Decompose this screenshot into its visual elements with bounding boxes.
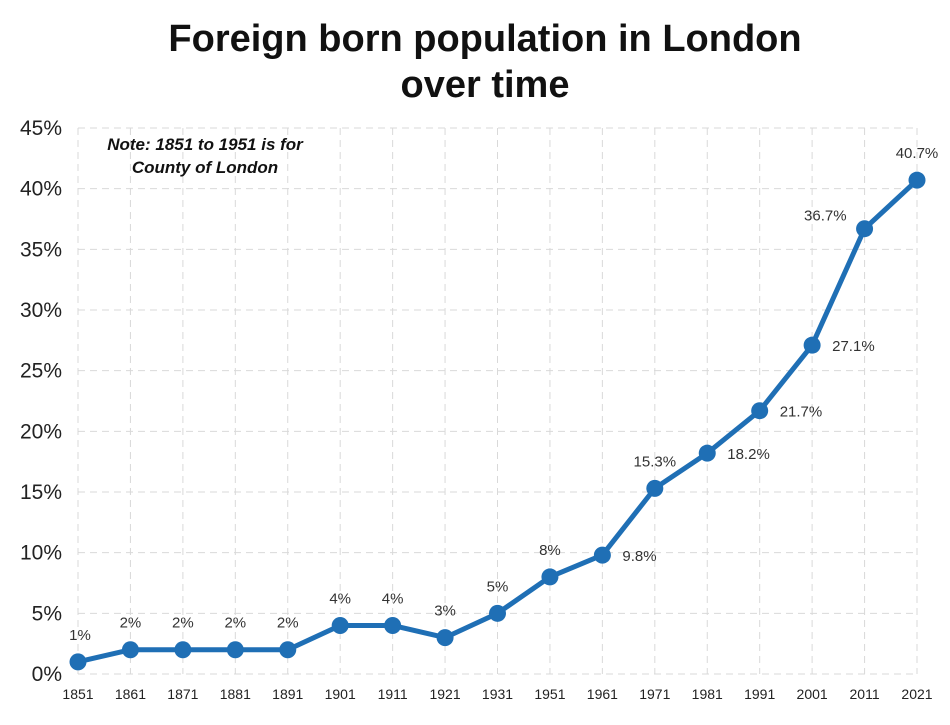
x-tick-label: 1961	[587, 686, 618, 702]
data-point	[593, 546, 611, 564]
y-tick-label: 25%	[20, 360, 62, 383]
x-tick-label: 1871	[167, 686, 198, 702]
data-point	[803, 336, 821, 354]
y-tick-label: 45%	[20, 117, 62, 140]
x-tick-label: 1851	[62, 686, 93, 702]
data-point	[69, 653, 87, 671]
data-labels: 1% 2% 2% 2% 2% 4% 4% 3% 5% 8% 9.8% 15.3% 18.2% 21.7% 2…	[69, 145, 938, 644]
y-tick-label: 30%	[20, 299, 62, 322]
x-axis-ticks: 1851 1861 1871 1881 1891 1901 1911 1921 1931 1951…	[62, 686, 932, 702]
data-label: 8%	[539, 542, 561, 559]
y-tick-label: 15%	[20, 481, 62, 504]
data-point	[226, 641, 244, 659]
data-point	[121, 641, 139, 659]
data-label: 18.2%	[727, 446, 770, 463]
y-tick-label: 5%	[32, 602, 62, 625]
data-label: 2%	[120, 615, 142, 632]
data-point	[436, 629, 454, 647]
x-tick-label: 1901	[325, 686, 356, 702]
x-tick-label: 1931	[482, 686, 513, 702]
grid	[77, 127, 918, 675]
data-label: 5%	[487, 578, 509, 595]
chart-title: Foreign born population in London over t…	[168, 18, 802, 106]
data-point	[698, 444, 716, 462]
data-label: 1%	[69, 627, 91, 644]
y-tick-label: 0%	[32, 663, 62, 686]
x-tick-label: 2021	[901, 686, 932, 702]
y-axis-ticks: 0% 5% 10% 15% 20% 25% 30% 35% 40% 45%	[20, 117, 62, 686]
x-tick-label: 1861	[115, 686, 146, 702]
x-tick-label: 1971	[639, 686, 670, 702]
data-label: 21.7%	[780, 404, 823, 421]
x-tick-label: 2001	[797, 686, 828, 702]
data-label: 9.8%	[622, 548, 656, 565]
x-tick-label: 1881	[220, 686, 251, 702]
data-point	[331, 616, 349, 634]
x-tick-label: 1991	[744, 686, 775, 702]
data-point	[489, 604, 506, 622]
x-tick-label: 1891	[272, 686, 303, 702]
data-label: 2%	[277, 615, 299, 632]
chart-note: Note: 1851 to 1951 is for County of Lond…	[107, 135, 303, 177]
x-tick-label: 1981	[692, 686, 723, 702]
x-tick-label: 1951	[534, 686, 565, 702]
y-tick-label: 20%	[20, 420, 62, 443]
y-tick-label: 35%	[20, 238, 62, 261]
data-point	[384, 616, 402, 634]
x-tick-label: 1921	[429, 686, 460, 702]
data-point	[646, 479, 664, 497]
data-point	[279, 641, 297, 659]
y-tick-label: 40%	[20, 178, 62, 201]
data-points	[69, 171, 926, 671]
data-label: 4%	[382, 590, 404, 607]
data-label: 2%	[224, 615, 246, 632]
data-point	[174, 641, 192, 659]
x-tick-label: 2011	[850, 686, 880, 702]
data-label: 36.7%	[804, 208, 847, 225]
data-label: 15.3%	[634, 453, 677, 470]
data-point	[908, 171, 926, 189]
data-label: 2%	[172, 615, 194, 632]
data-point	[751, 402, 769, 420]
data-label: 4%	[329, 590, 351, 607]
data-point	[541, 568, 559, 586]
data-point	[856, 220, 874, 238]
x-tick-label: 1911	[378, 686, 408, 702]
y-tick-label: 10%	[20, 542, 62, 565]
data-label: 27.1%	[832, 338, 875, 355]
data-label: 3%	[434, 603, 456, 620]
data-label: 40.7%	[896, 145, 939, 162]
